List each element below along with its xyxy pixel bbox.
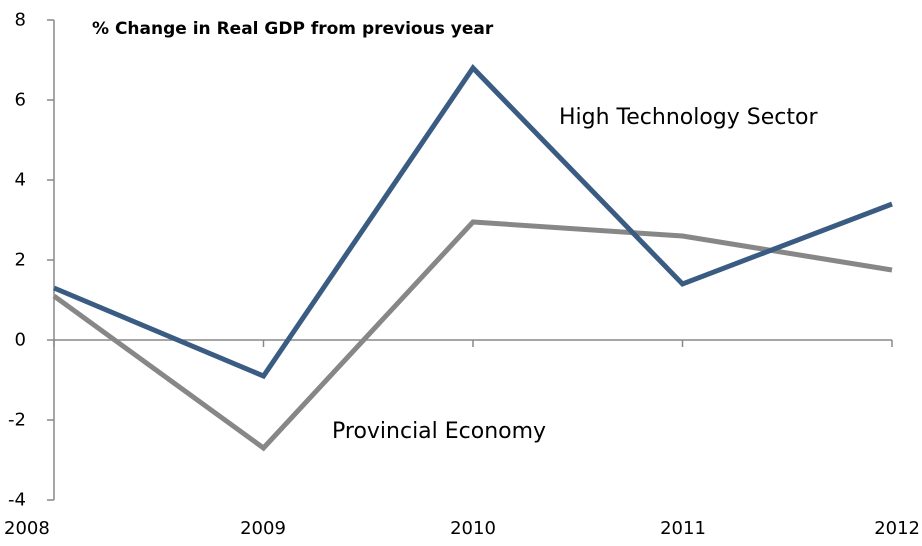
series-label-high-technology-sector: High Technology Sector — [559, 105, 818, 130]
x-tick-label-2012: 2012 — [874, 518, 920, 539]
x-tick-label-2011: 2011 — [660, 518, 706, 539]
chart-title: % Change in Real GDP from previous year — [92, 19, 494, 39]
series-lines — [52, 64, 893, 452]
y-tick-label-neg2: -2 — [8, 410, 26, 431]
y-tick-label-neg4: -4 — [8, 490, 26, 511]
x-tick-label-2009: 2009 — [240, 518, 286, 539]
x-tick-label-2010: 2010 — [450, 518, 496, 539]
x-tick-label-2008: 2008 — [4, 518, 50, 539]
series-line-high-technology-sector — [53, 64, 893, 380]
y-tick-label-6: 6 — [15, 90, 26, 111]
y-tick-label-8: 8 — [15, 10, 26, 31]
y-tick-label-4: 4 — [15, 170, 26, 191]
axis-ticks — [47, 19, 893, 501]
y-tick-label-2: 2 — [15, 250, 26, 271]
series-label-provincial-economy: Provincial Economy — [332, 419, 546, 444]
y-tick-label-0: 0 — [15, 330, 26, 351]
series-line-provincial-economy — [52, 219, 893, 452]
